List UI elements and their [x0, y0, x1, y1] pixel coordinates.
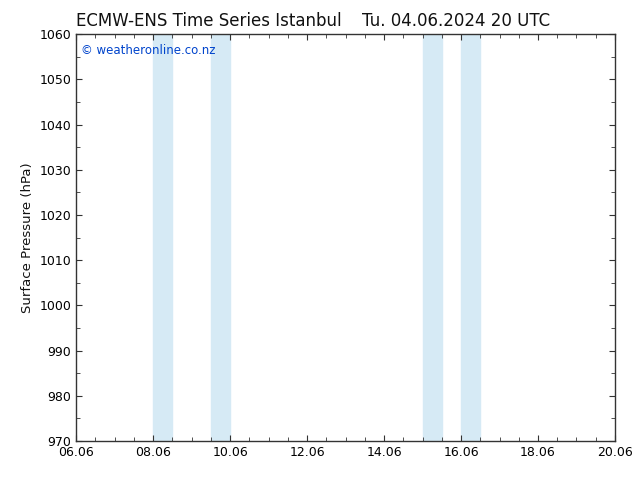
Text: ECMW-ENS Time Series Istanbul: ECMW-ENS Time Series Istanbul: [77, 12, 342, 30]
Bar: [210, 34, 230, 441]
Bar: [153, 34, 172, 441]
Text: © weatheronline.co.nz: © weatheronline.co.nz: [81, 45, 216, 57]
Text: Tu. 04.06.2024 20 UTC: Tu. 04.06.2024 20 UTC: [363, 12, 550, 30]
Bar: [461, 34, 480, 441]
Y-axis label: Surface Pressure (hPa): Surface Pressure (hPa): [21, 162, 34, 313]
Bar: [422, 34, 442, 441]
